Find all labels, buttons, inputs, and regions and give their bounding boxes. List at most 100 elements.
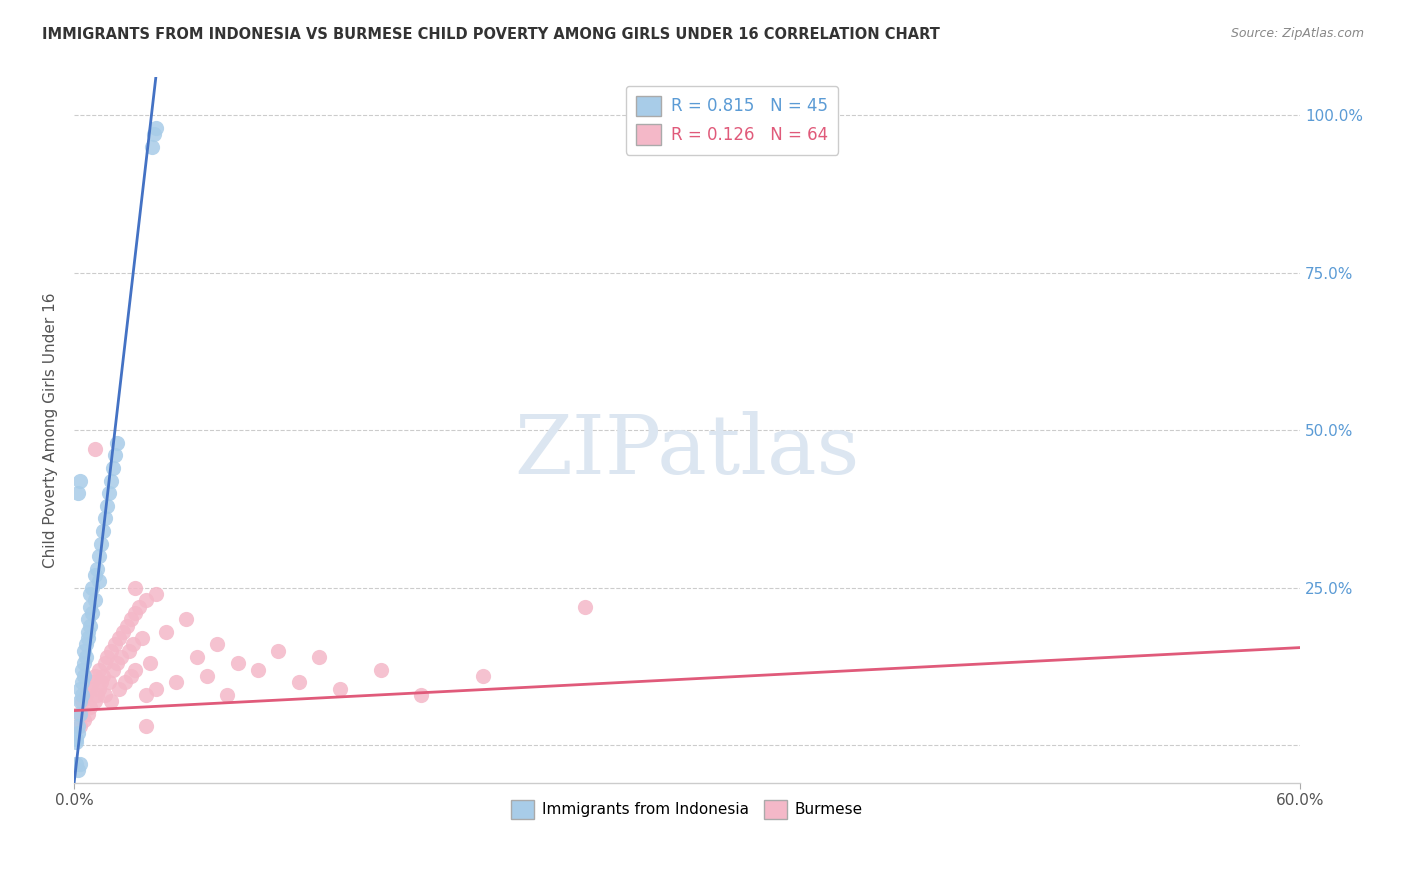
Immigrants from Indonesia [77, 612, 100, 626]
Burmese [83, 669, 105, 683]
Burmese [90, 675, 112, 690]
Burmese [267, 644, 290, 658]
Burmese [471, 669, 494, 683]
Immigrants from Indonesia [141, 140, 163, 154]
Burmese [128, 599, 150, 614]
Immigrants from Indonesia [72, 688, 94, 702]
Burmese [120, 612, 142, 626]
Immigrants from Indonesia [75, 650, 97, 665]
Burmese [86, 688, 108, 702]
Immigrants from Indonesia [142, 127, 165, 141]
Immigrants from Indonesia [83, 568, 105, 582]
Burmese [135, 719, 157, 733]
Burmese [100, 694, 122, 708]
Burmese [118, 644, 141, 658]
Burmese [165, 675, 187, 690]
Legend: Immigrants from Indonesia, Burmese: Immigrants from Indonesia, Burmese [505, 794, 869, 825]
Burmese [93, 657, 115, 671]
Text: ZIPatlas: ZIPatlas [515, 411, 859, 491]
Burmese [73, 713, 96, 727]
Burmese [120, 669, 142, 683]
Immigrants from Indonesia [65, 735, 87, 749]
Burmese [195, 669, 218, 683]
Burmese [108, 681, 131, 696]
Burmese [75, 688, 97, 702]
Immigrants from Indonesia [87, 574, 110, 589]
Immigrants from Indonesia [73, 657, 96, 671]
Burmese [87, 663, 110, 677]
Burmese [135, 688, 157, 702]
Burmese [155, 624, 177, 639]
Immigrants from Indonesia [145, 120, 167, 135]
Y-axis label: Child Poverty Among Girls Under 16: Child Poverty Among Girls Under 16 [44, 293, 58, 568]
Burmese [226, 657, 249, 671]
Burmese [108, 631, 131, 645]
Immigrants from Indonesia [75, 637, 97, 651]
Burmese [93, 688, 115, 702]
Burmese [101, 663, 124, 677]
Immigrants from Indonesia [67, 725, 90, 739]
Immigrants from Indonesia [69, 757, 91, 772]
Burmese [308, 650, 330, 665]
Immigrants from Indonesia [86, 562, 108, 576]
Immigrants from Indonesia [82, 606, 104, 620]
Burmese [124, 581, 146, 595]
Burmese [176, 612, 198, 626]
Burmese [105, 657, 128, 671]
Burmese [100, 644, 122, 658]
Immigrants from Indonesia [69, 706, 91, 721]
Immigrants from Indonesia [65, 757, 87, 772]
Burmese [79, 700, 101, 714]
Immigrants from Indonesia [101, 461, 124, 475]
Burmese [217, 688, 239, 702]
Immigrants from Indonesia [67, 764, 90, 778]
Burmese [370, 663, 392, 677]
Burmese [72, 694, 94, 708]
Immigrants from Indonesia [69, 474, 91, 488]
Burmese [110, 650, 132, 665]
Burmese [574, 599, 596, 614]
Immigrants from Indonesia [72, 675, 94, 690]
Immigrants from Indonesia [90, 536, 112, 550]
Burmese [205, 637, 228, 651]
Immigrants from Indonesia [96, 499, 118, 513]
Immigrants from Indonesia [79, 599, 101, 614]
Burmese [411, 688, 433, 702]
Immigrants from Indonesia [69, 694, 91, 708]
Immigrants from Indonesia [79, 587, 101, 601]
Burmese [145, 587, 167, 601]
Immigrants from Indonesia [67, 486, 90, 500]
Immigrants from Indonesia [100, 474, 122, 488]
Text: IMMIGRANTS FROM INDONESIA VS BURMESE CHILD POVERTY AMONG GIRLS UNDER 16 CORRELAT: IMMIGRANTS FROM INDONESIA VS BURMESE CHI… [42, 27, 941, 42]
Burmese [96, 650, 118, 665]
Text: Source: ZipAtlas.com: Source: ZipAtlas.com [1230, 27, 1364, 40]
Burmese [115, 618, 138, 632]
Burmese [145, 681, 167, 696]
Immigrants from Indonesia [83, 593, 105, 607]
Burmese [124, 663, 146, 677]
Burmese [97, 675, 120, 690]
Immigrants from Indonesia [104, 449, 127, 463]
Burmese [83, 694, 105, 708]
Burmese [124, 606, 146, 620]
Immigrants from Indonesia [79, 618, 101, 632]
Immigrants from Indonesia [105, 435, 128, 450]
Burmese [87, 681, 110, 696]
Immigrants from Indonesia [73, 669, 96, 683]
Burmese [67, 706, 90, 721]
Immigrants from Indonesia [93, 511, 115, 525]
Burmese [329, 681, 352, 696]
Immigrants from Indonesia [69, 681, 91, 696]
Burmese [288, 675, 311, 690]
Immigrants from Indonesia [82, 581, 104, 595]
Burmese [77, 706, 100, 721]
Immigrants from Indonesia [97, 486, 120, 500]
Burmese [91, 669, 114, 683]
Burmese [112, 624, 135, 639]
Burmese [82, 675, 104, 690]
Immigrants from Indonesia [77, 624, 100, 639]
Immigrants from Indonesia [72, 663, 94, 677]
Burmese [186, 650, 208, 665]
Immigrants from Indonesia [73, 644, 96, 658]
Burmese [135, 593, 157, 607]
